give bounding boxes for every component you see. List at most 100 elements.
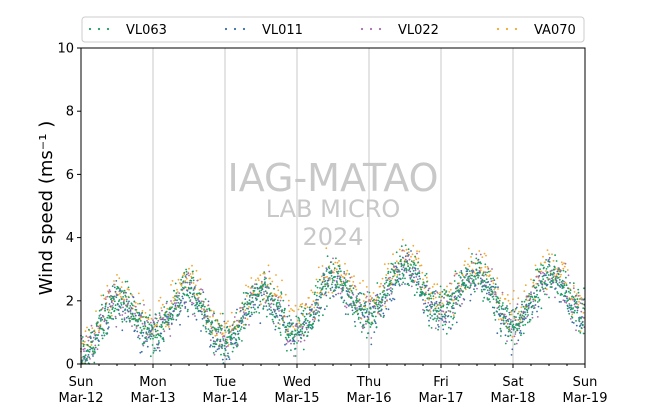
- data-point: [395, 251, 398, 254]
- data-point: [563, 294, 566, 297]
- data-point: [241, 319, 244, 321]
- data-point: [376, 282, 379, 284]
- data-point: [496, 307, 499, 309]
- data-point: [456, 285, 459, 288]
- data-point: [506, 340, 508, 342]
- data-point: [440, 310, 443, 312]
- data-point: [402, 273, 405, 276]
- data-point: [500, 319, 503, 322]
- data-point: [517, 322, 520, 325]
- data-point: [450, 305, 453, 308]
- data-point: [175, 308, 177, 310]
- data-point: [158, 346, 160, 349]
- data-point: [457, 295, 460, 297]
- data-point: [272, 320, 275, 323]
- data-point: [558, 301, 561, 303]
- data-point: [259, 322, 262, 325]
- data-point: [410, 260, 413, 263]
- x-tick-date: Mar-14: [203, 391, 248, 406]
- data-point: [174, 295, 176, 297]
- data-point: [182, 280, 185, 283]
- data-point: [275, 304, 278, 306]
- data-point: [492, 298, 495, 300]
- data-point: [386, 299, 388, 302]
- data-point: [538, 298, 541, 301]
- data-point: [143, 327, 145, 330]
- data-point: [574, 302, 577, 305]
- data-point: [568, 298, 571, 300]
- data-point: [114, 291, 117, 293]
- data-point: [401, 272, 404, 275]
- data-point: [535, 289, 538, 292]
- data-point: [370, 298, 373, 301]
- data-point: [476, 272, 478, 275]
- data-point: [470, 293, 472, 296]
- data-point: [466, 279, 468, 281]
- data-point: [579, 298, 581, 300]
- data-point: [497, 286, 499, 289]
- data-point: [494, 283, 497, 286]
- data-point: [224, 338, 227, 341]
- data-point: [380, 305, 382, 308]
- legend-label: VL063: [126, 23, 167, 38]
- data-point: [264, 286, 267, 288]
- data-point: [170, 300, 172, 302]
- data-point: [437, 328, 439, 331]
- data-point: [533, 286, 536, 289]
- data-point: [149, 337, 152, 340]
- data-point: [551, 280, 554, 283]
- data-point: [513, 310, 516, 313]
- data-point: [254, 308, 256, 310]
- data-point: [171, 316, 174, 319]
- data-point: [321, 281, 324, 284]
- data-point: [501, 293, 504, 296]
- data-point: [405, 269, 408, 271]
- data-point: [323, 308, 326, 311]
- data-point: [387, 272, 389, 275]
- data-point: [385, 276, 387, 279]
- data-point: [226, 341, 229, 344]
- data-point: [184, 281, 187, 284]
- data-point: [502, 308, 505, 311]
- data-point: [99, 327, 101, 330]
- data-point: [490, 280, 493, 283]
- data-point: [269, 277, 271, 280]
- data-point: [322, 314, 324, 317]
- data-point: [394, 262, 397, 264]
- data-point: [89, 335, 92, 338]
- data-point: [220, 329, 223, 331]
- data-point: [328, 267, 331, 270]
- data-point: [155, 323, 158, 326]
- data-point: [89, 346, 92, 349]
- data-point: [490, 288, 493, 291]
- data-point: [301, 302, 304, 305]
- data-point: [326, 275, 328, 278]
- data-point: [308, 309, 311, 311]
- data-point: [301, 327, 304, 330]
- data-point: [565, 291, 568, 293]
- data-point: [309, 326, 312, 329]
- data-point: [381, 277, 384, 280]
- data-point: [398, 270, 400, 273]
- data-point: [418, 250, 421, 253]
- data-point: [269, 313, 271, 315]
- data-point: [167, 322, 170, 324]
- data-point: [531, 304, 534, 307]
- data-point: [299, 330, 302, 333]
- data-point: [211, 321, 214, 324]
- data-point: [185, 301, 187, 303]
- data-point: [552, 279, 554, 282]
- data-point: [510, 331, 513, 334]
- data-point: [265, 299, 268, 302]
- data-point: [128, 317, 131, 320]
- data-point: [108, 309, 111, 312]
- data-point: [562, 269, 565, 272]
- data-point: [342, 284, 345, 287]
- legend-label: VL011: [262, 23, 303, 38]
- data-point: [163, 330, 166, 333]
- data-point: [288, 322, 291, 325]
- data-point: [428, 319, 430, 322]
- data-point: [504, 298, 507, 300]
- data-point: [305, 312, 308, 315]
- data-point: [516, 329, 519, 332]
